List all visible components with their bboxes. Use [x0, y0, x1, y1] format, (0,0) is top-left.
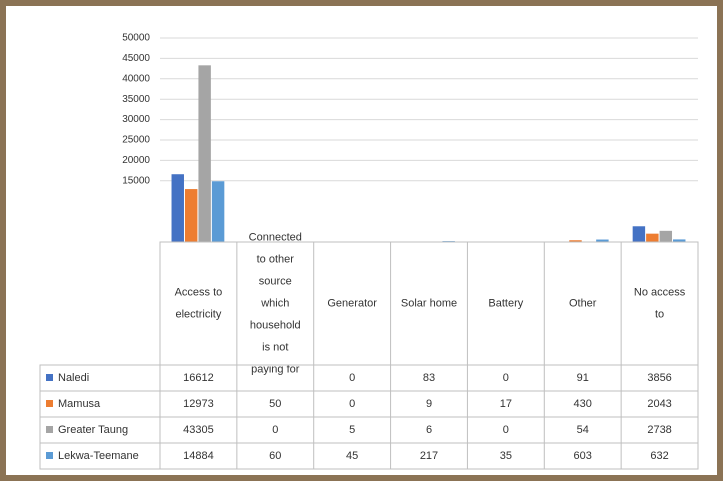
- y-tick-label: 25000: [122, 135, 150, 146]
- y-tick-label: 50000: [122, 33, 150, 44]
- table-value: 54: [577, 424, 589, 436]
- category-label: Connected to other source which household is …: [249, 231, 302, 375]
- legend-swatch: [46, 400, 53, 407]
- bar: [569, 240, 582, 242]
- table-value: 217: [420, 450, 438, 462]
- legend-label: Greater Taung: [58, 424, 128, 436]
- legend-swatch: [46, 374, 53, 381]
- table-value: 0: [349, 398, 355, 410]
- table-value: 45: [346, 450, 358, 462]
- legend-label: Naledi: [58, 372, 89, 384]
- category-label: No access to: [634, 286, 686, 320]
- table-value: 16612: [183, 372, 214, 384]
- bar: [646, 233, 659, 242]
- bar: [632, 226, 646, 242]
- table-value: 632: [650, 450, 668, 462]
- y-tick-label: 40000: [122, 73, 150, 84]
- category-label: Battery: [488, 297, 523, 309]
- table-value: 2043: [647, 398, 671, 410]
- category-label: Solar home: [401, 297, 457, 309]
- table-value: 3856: [647, 372, 671, 384]
- table-value: 6: [426, 424, 432, 436]
- y-tick-label: 20000: [122, 155, 150, 166]
- table-value: 35: [500, 450, 512, 462]
- legend-label: Mamusa: [58, 398, 101, 410]
- table-value: 9: [426, 398, 432, 410]
- bar: [184, 189, 198, 242]
- bar: [198, 65, 211, 242]
- bar: [211, 181, 225, 242]
- table-value: 12973: [183, 398, 214, 410]
- category-label: Generator: [327, 297, 377, 309]
- bar: [659, 230, 673, 242]
- table-value: 0: [349, 372, 355, 384]
- table-value: 43305: [183, 424, 214, 436]
- legend-swatch: [46, 452, 53, 459]
- bar: [596, 239, 609, 242]
- bar: [171, 174, 184, 242]
- y-tick-label: 30000: [122, 114, 150, 125]
- category-label: Other: [569, 297, 597, 309]
- table-value: 0: [503, 372, 509, 384]
- table-value: 430: [574, 398, 592, 410]
- table-value: 50: [269, 398, 281, 410]
- legend-swatch: [46, 426, 53, 433]
- y-tick-label: 35000: [122, 94, 150, 105]
- bar: [673, 239, 686, 242]
- y-tick-label: 15000: [122, 175, 150, 186]
- table-value: 91: [577, 372, 589, 384]
- table-value: 2738: [647, 424, 671, 436]
- table-value: 5: [349, 424, 355, 436]
- y-tick-label: 45000: [122, 53, 150, 64]
- table-value: 603: [574, 450, 592, 462]
- table-value: 60: [269, 450, 281, 462]
- legend-label: Lekwa-Teemane: [58, 450, 139, 462]
- category-label: Access to electricity: [175, 286, 223, 320]
- table-value: 0: [272, 424, 278, 436]
- table-value: 17: [500, 398, 512, 410]
- table-value: 83: [423, 372, 435, 384]
- table-value: 14884: [183, 450, 214, 462]
- table-value: 0: [503, 424, 509, 436]
